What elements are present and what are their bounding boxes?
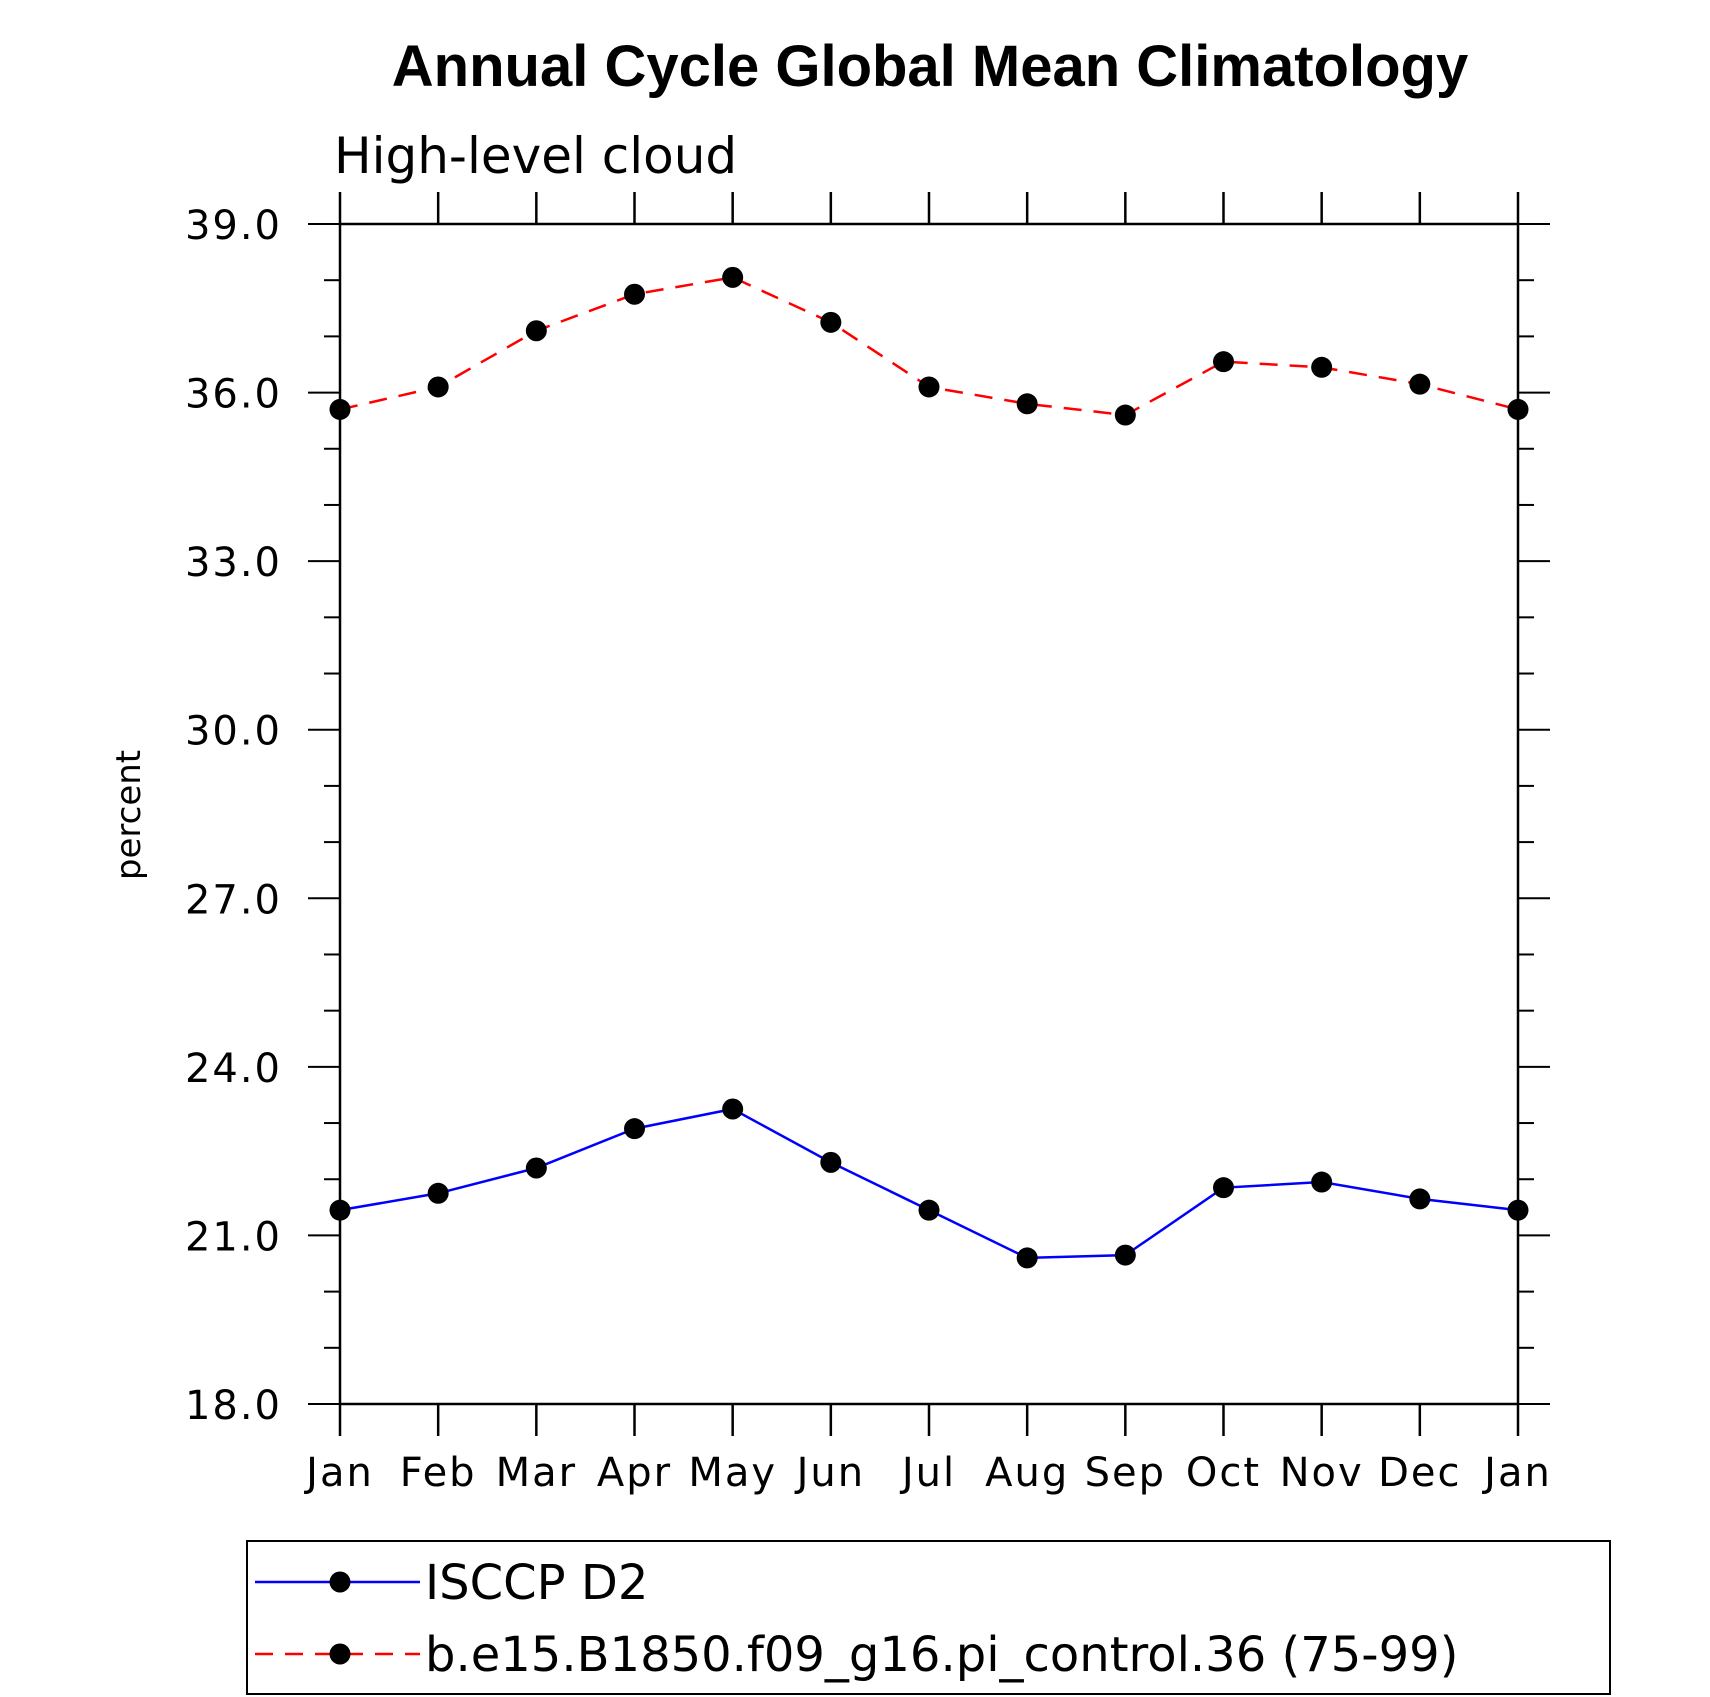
- series-layer: [329, 266, 1529, 1269]
- data-point-series-1: [1114, 404, 1136, 426]
- x-tick-label: Aug: [985, 1450, 1069, 1496]
- data-point-series-1: [624, 283, 645, 305]
- x-tick-label: May: [688, 1450, 777, 1496]
- data-point-series-1: [1507, 398, 1529, 420]
- x-tick-label: Sep: [1085, 1450, 1166, 1496]
- y-axis-label: percent: [109, 750, 149, 880]
- x-tick-label: Jul: [899, 1450, 956, 1496]
- x-tick-label: Oct: [1186, 1450, 1261, 1496]
- chart-title: Annual Cycle Global Mean Climatology: [392, 34, 1468, 99]
- x-tick-label: Feb: [400, 1450, 477, 1496]
- series-line-0: [339, 1107, 1519, 1260]
- legend-box: [246, 1540, 1611, 1695]
- x-tick-label: Jun: [794, 1450, 866, 1496]
- legend-marker-0: [329, 1571, 351, 1593]
- y-tick-label: 27.0: [185, 877, 282, 923]
- data-point-series-0: [329, 1199, 351, 1221]
- y-tick-labels: 18.0 21.0 24.0 27.0 30.0 33.0 36.0 39.0: [185, 203, 282, 1429]
- y-tick-label: 24.0: [185, 1046, 282, 1092]
- legend: ISCCP D2 b.e15.B1850.f09_g16.pi_control.3…: [246, 1540, 1611, 1695]
- data-point-series-1: [427, 376, 449, 398]
- chart-subtitle: High-level cloud: [334, 127, 737, 185]
- data-point-series-1: [1409, 373, 1431, 395]
- x-tick-label: Jan: [303, 1450, 374, 1496]
- data-point-series-0: [918, 1199, 940, 1221]
- data-point-series-0: [1016, 1247, 1038, 1269]
- x-tick-label: Jan: [1481, 1450, 1552, 1496]
- data-point-series-0: [820, 1151, 842, 1173]
- data-point-series-0: [427, 1182, 449, 1204]
- data-point-series-0: [1213, 1177, 1234, 1199]
- axis-ticks: [308, 192, 1550, 1436]
- data-point-series-1: [820, 311, 842, 333]
- data-point-series-0: [1409, 1188, 1431, 1210]
- x-tick-labels: Jan Feb Mar Apr May Jun Jul Aug Sep Oct Nov Dec Jan: [303, 1450, 1552, 1496]
- legend-marker-1: [329, 1643, 351, 1665]
- legend-label-0: ISCCP D2: [425, 1555, 648, 1611]
- x-tick-label: Apr: [597, 1450, 672, 1496]
- y-tick-label: 21.0: [185, 1214, 282, 1260]
- y-tick-label: 33.0: [185, 540, 282, 586]
- x-tick-label: Dec: [1378, 1450, 1461, 1496]
- plot-frame: [338, 222, 1520, 1406]
- data-point-series-0: [1507, 1199, 1529, 1221]
- y-tick-label: 39.0: [185, 203, 282, 249]
- data-point-series-1: [1016, 393, 1038, 415]
- legend-label-1: b.e15.B1850.f09_g16.pi_control.36 (75-99…: [425, 1627, 1458, 1683]
- data-point-series-0: [624, 1118, 645, 1140]
- data-point-series-0: [1114, 1244, 1136, 1266]
- data-point-series-1: [1311, 356, 1333, 378]
- data-point-series-1: [722, 266, 744, 288]
- data-point-series-1: [918, 376, 940, 398]
- data-point-series-0: [1311, 1171, 1333, 1193]
- data-point-series-1: [329, 398, 351, 420]
- data-point-series-1: [525, 320, 547, 342]
- y-tick-label: 18.0: [185, 1383, 282, 1429]
- data-point-series-0: [722, 1098, 744, 1120]
- y-tick-label: 36.0: [185, 372, 282, 418]
- data-point-series-0: [525, 1157, 547, 1179]
- data-point-series-1: [1213, 351, 1234, 373]
- y-tick-label: 30.0: [185, 709, 282, 755]
- x-tick-label: Mar: [496, 1450, 577, 1496]
- x-tick-label: Nov: [1280, 1450, 1364, 1496]
